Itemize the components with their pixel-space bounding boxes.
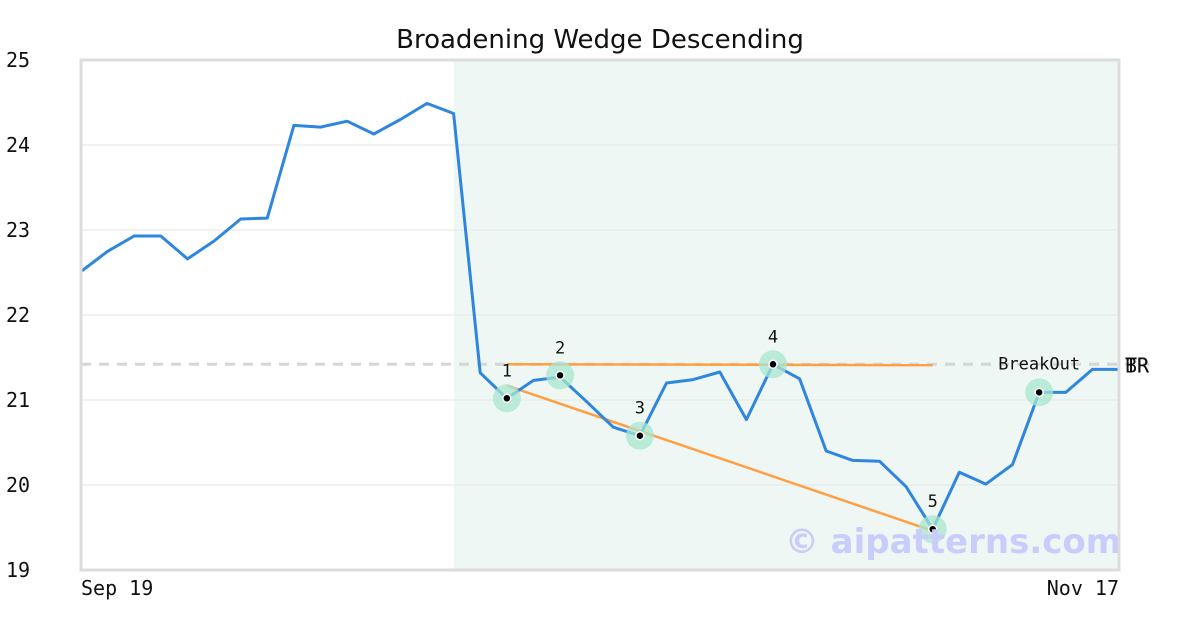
reference-line-label: TR <box>1125 353 1150 377</box>
chart-title: Broadening Wedge Descending <box>396 25 804 55</box>
trendline <box>506 384 934 533</box>
y-tick-label: 24 <box>6 133 30 157</box>
price-series-line <box>80 101 1119 531</box>
breakout-point <box>1034 387 1044 398</box>
pivot-point <box>927 524 938 534</box>
x-tick-label: Nov 17 <box>1047 576 1119 600</box>
pivot-point <box>555 370 565 381</box>
pivot-label: 5 <box>928 492 938 512</box>
pivot-label: 2 <box>555 338 565 358</box>
y-tick-label: 21 <box>6 388 30 412</box>
trendline <box>506 363 933 367</box>
y-tick-label: 25 <box>6 48 30 72</box>
y-tick-label: 19 <box>6 558 30 582</box>
pivot-point <box>768 359 778 370</box>
pivot-label: 1 <box>502 361 512 381</box>
pivot-label: 3 <box>635 399 645 419</box>
pivot-point <box>635 430 645 441</box>
y-tick-label: 22 <box>6 303 30 327</box>
plot-frame <box>79 58 1121 572</box>
breakout-label: BreakOut <box>998 354 1080 374</box>
reference-line-label: BR <box>1125 353 1150 377</box>
y-tick-label: 20 <box>6 473 30 497</box>
y-tick-label: 23 <box>6 218 30 242</box>
x-tick-label: Sep 19 <box>81 576 153 600</box>
watermark: © aipatterns.com <box>785 522 1121 562</box>
pivot-label: 4 <box>768 327 778 347</box>
pivot-point <box>502 393 512 404</box>
